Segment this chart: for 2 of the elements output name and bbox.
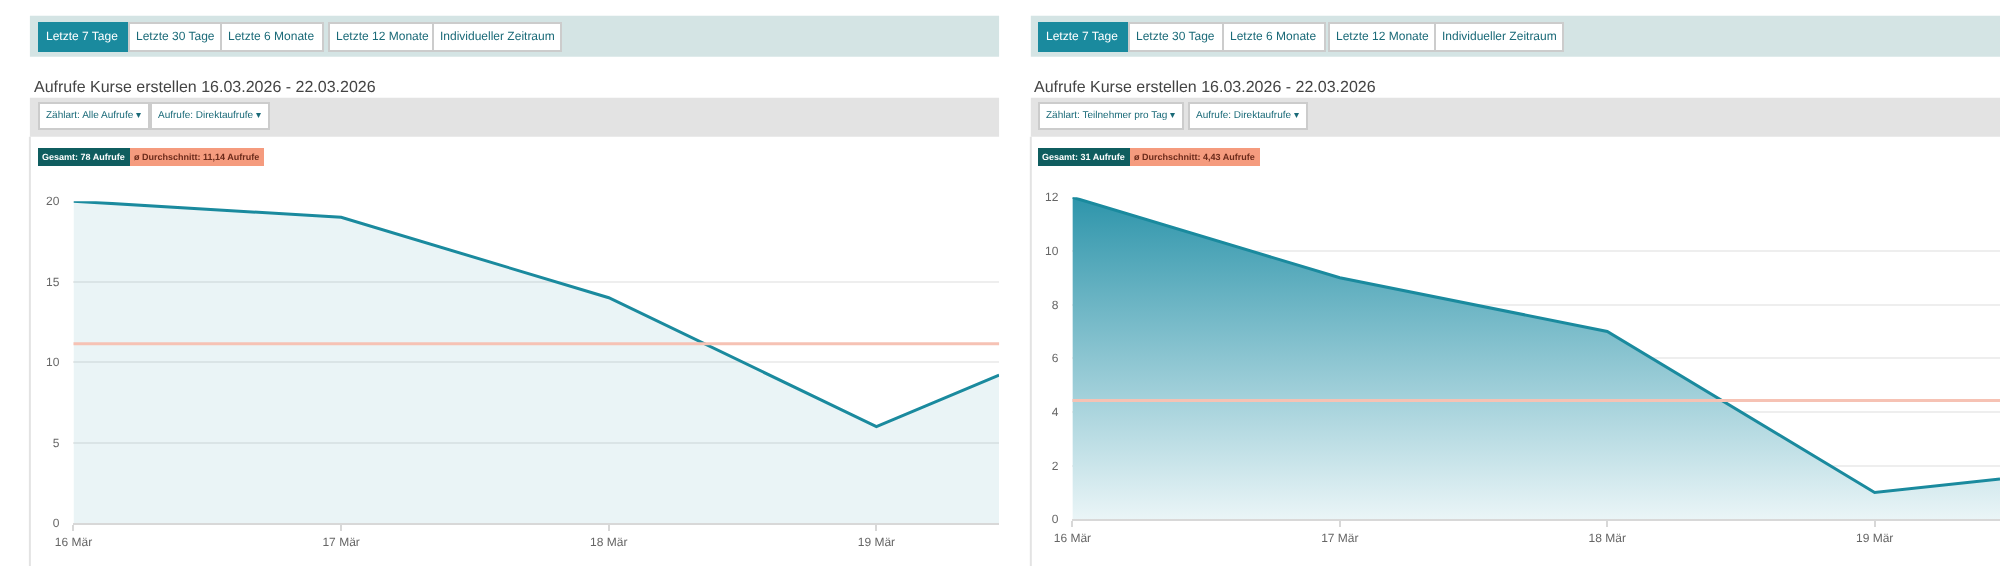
chart-title: Aufrufe Kurse erstellen 16.03.2026 - 22.03.2026 bbox=[34, 78, 377, 96]
chart-title: Aufrufe Kurse erstellen 16.03.2026 - 22.03.2026 bbox=[1034, 78, 1377, 96]
